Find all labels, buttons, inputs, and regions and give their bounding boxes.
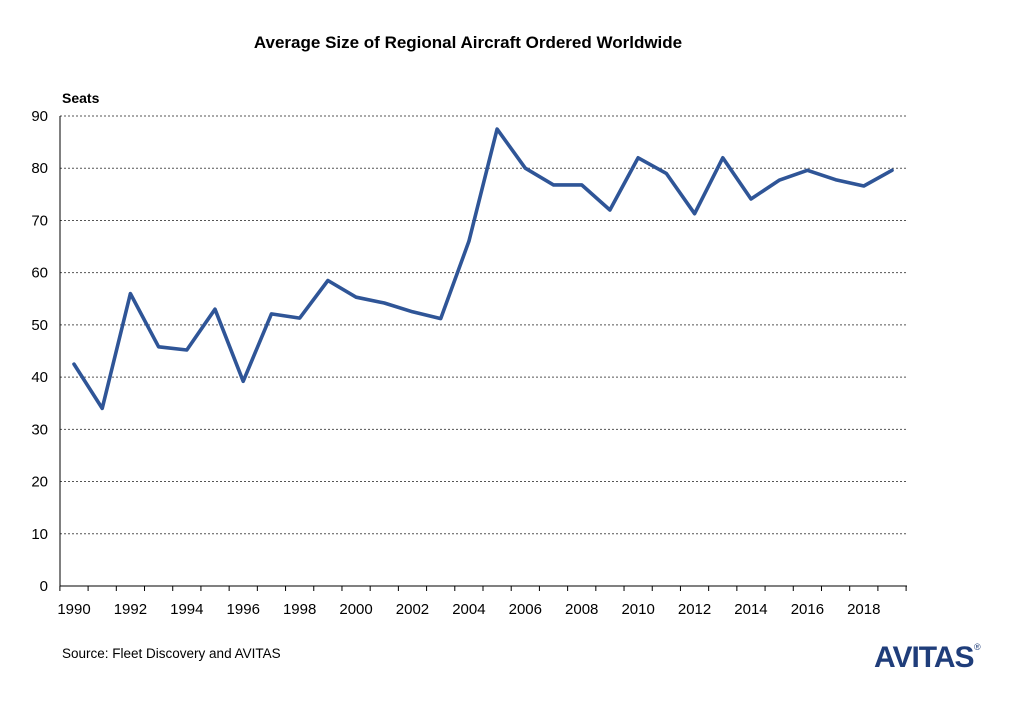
x-tick-label: 1994 xyxy=(170,601,203,618)
x-tick-label: 1998 xyxy=(283,601,316,618)
y-tick-label: 80 xyxy=(31,160,48,177)
x-tick-label: 2014 xyxy=(734,601,767,618)
y-tick-label: 30 xyxy=(31,421,48,438)
y-tick-label: 50 xyxy=(31,317,48,334)
y-tick-label: 60 xyxy=(31,265,48,282)
y-tick-label: 10 xyxy=(31,526,48,543)
source-note: Source: Fleet Discovery and AVITAS xyxy=(62,646,281,661)
y-tick-label: 20 xyxy=(31,474,48,491)
x-tick-label: 2008 xyxy=(565,601,598,618)
x-tick-labels: 1990 1992 1994 1996 1998 2000 2002 2004 2006 2008… xyxy=(57,601,880,618)
x-tick-label: 2006 xyxy=(509,601,542,618)
x-tick-label: 2000 xyxy=(339,601,372,618)
x-tick-label: 2012 xyxy=(678,601,711,618)
gridlines xyxy=(60,115,907,535)
series xyxy=(72,127,894,411)
x-tick-label: 2002 xyxy=(396,601,429,618)
x-tick-label: 2018 xyxy=(847,601,880,618)
y-tick-label: 0 xyxy=(40,578,48,595)
y-tick-label: 40 xyxy=(31,369,48,386)
x-tick-label: 2016 xyxy=(791,601,824,618)
chart-title: Average Size of Regional Aircraft Ordere… xyxy=(254,33,682,52)
y-tick-label: 70 xyxy=(31,212,48,229)
avitas-logo: AVITAS ® xyxy=(874,641,981,674)
axes xyxy=(59,116,907,591)
x-tick-label: 1992 xyxy=(114,601,147,618)
x-tick-label: 1996 xyxy=(227,601,260,618)
y-tick-labels: 0 10 20 30 40 50 60 70 80 90 xyxy=(31,108,48,595)
y-tick-label: 90 xyxy=(31,108,48,125)
series-line xyxy=(72,127,894,411)
x-tick-label: 2010 xyxy=(621,601,654,618)
logo-wordmark: AVITAS xyxy=(874,641,974,674)
y-axis-label: Seats xyxy=(62,90,100,106)
logo-registered-mark: ® xyxy=(974,642,981,652)
x-tick-label: 2004 xyxy=(452,601,485,618)
x-tick-label: 1990 xyxy=(57,601,90,618)
